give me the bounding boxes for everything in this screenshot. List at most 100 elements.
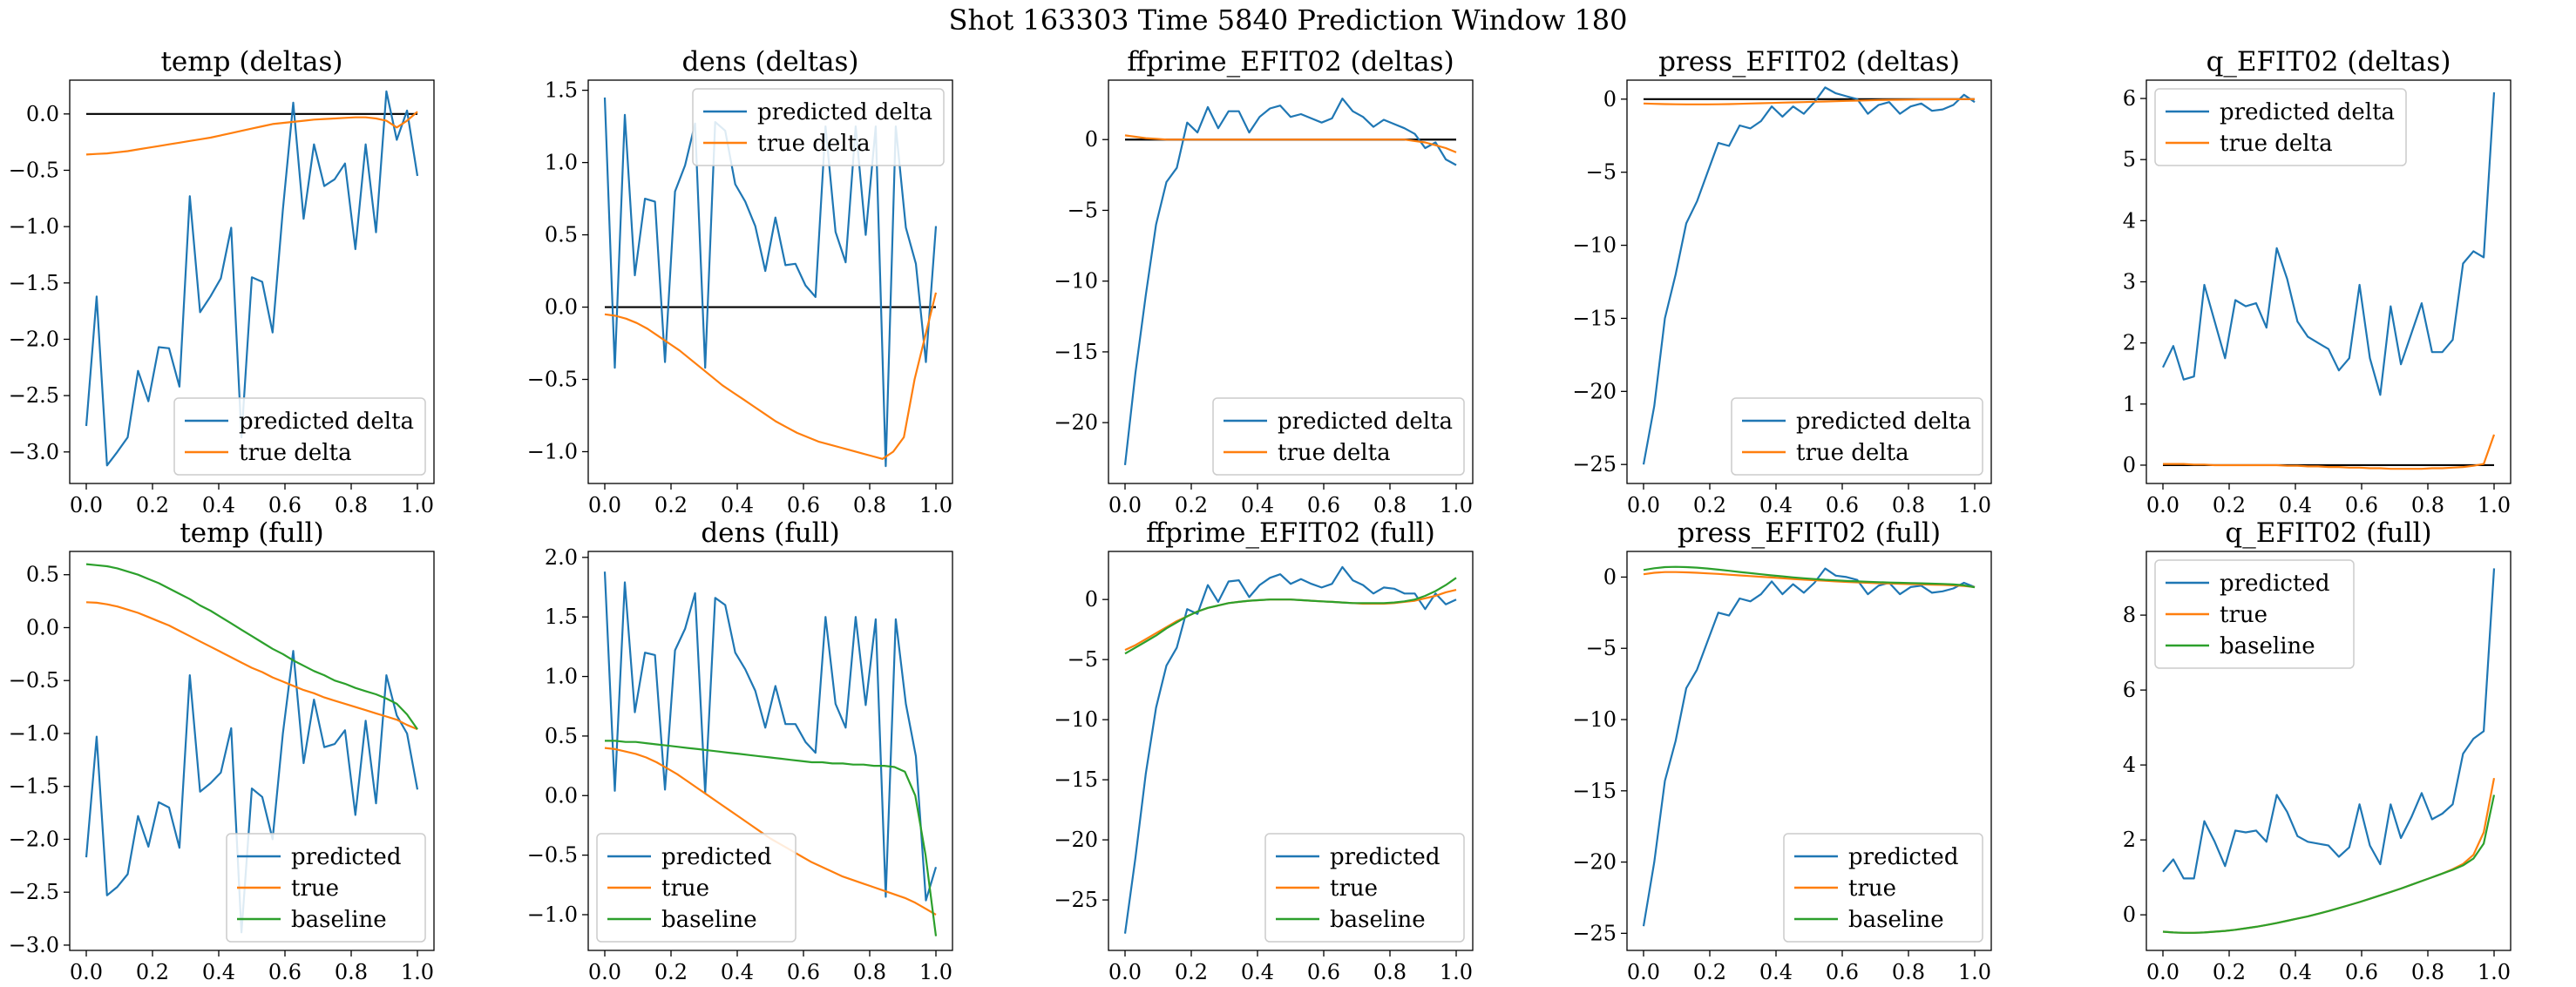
subplot-3: ffprime_EFIT02 (deltas) 0.0 0.2 0.4 0.6 0.8 1.… (1054, 46, 1474, 517)
legend-label: baseline (291, 907, 387, 933)
y-tick-label: −2.5 (9, 880, 59, 904)
y-tick-label: −10 (1572, 233, 1617, 258)
x-tick-label: 1.0 (401, 960, 434, 984)
y-tick-label: −20 (1572, 850, 1617, 875)
legend-label: true (1330, 875, 1378, 902)
x-tick-label: 0.0 (1627, 493, 1660, 517)
subplot-title: ffprime_EFIT02 (deltas) (1127, 46, 1454, 78)
figure-suptitle: Shot 163303 Time 5840 Prediction Window … (949, 3, 1628, 37)
x-tick-label: 0.6 (268, 960, 302, 984)
y-tick-label: 1 (2123, 392, 2136, 416)
subplot-title: q_EFIT02 (full) (2225, 517, 2431, 549)
y-tick-label: 1.0 (545, 665, 578, 689)
y-tick-label: 0 (2123, 453, 2136, 477)
plot-area (2162, 91, 2496, 470)
x-tick-label: 0.2 (2213, 493, 2246, 517)
x-tick-label: 0.0 (1627, 960, 1660, 984)
axes-frame (1626, 79, 1992, 484)
x-tick-label: 0.8 (853, 493, 886, 517)
x-tick-label: 0.4 (1241, 960, 1274, 984)
x-tick-label: 0.4 (1241, 493, 1274, 517)
x-tick-label: 0.2 (1693, 960, 1726, 984)
y-tick-label: −1.5 (9, 271, 59, 295)
x-tick-label: 1.0 (2478, 493, 2511, 517)
x-tick-label: 0.4 (721, 960, 754, 984)
x-tick-label: 0.6 (1826, 960, 1859, 984)
y-tick-label: 6 (2123, 86, 2136, 111)
legend-label: predicted (1330, 844, 1440, 870)
legend: predicted delta true delta (173, 397, 426, 476)
legend-label: predicted (661, 844, 771, 870)
x-tick-label: 0.2 (136, 493, 169, 517)
y-tick-label: −0.5 (9, 668, 59, 693)
x-tick-label: 0.8 (2411, 960, 2444, 984)
y-tick-label: 1.0 (545, 151, 578, 175)
legend-label: baseline (1330, 907, 1426, 933)
series-line-predicted (603, 571, 938, 902)
subplot-title: temp (full) (180, 517, 323, 549)
legend-label: predicted delta (2220, 99, 2395, 125)
x-tick-label: 1.0 (919, 493, 952, 517)
x-tick-label: 0.6 (1826, 493, 1859, 517)
series-line-baseline (605, 740, 938, 936)
legend: predicted true baseline (596, 833, 797, 943)
subplot-2: dens (deltas) 0.0 0.2 0.4 0.6 0.8 1.0 1.5 1.0 0.5… (527, 46, 953, 517)
legend: predicted delta true delta (2154, 88, 2407, 166)
legend-box (1783, 833, 1983, 943)
subplot-4: press_EFIT02 (deltas) 0.0 0.2 0.4 0.6 0.8 1.0 0… (1572, 46, 1992, 517)
y-tick-label: −15 (1572, 306, 1617, 330)
series-line-true-delta (1643, 98, 1975, 105)
legend-box (2154, 88, 2407, 166)
x-tick-label: 0.4 (721, 493, 754, 517)
y-tick-label: −10 (1054, 269, 1098, 294)
x-tick-label: 0.6 (1307, 960, 1340, 984)
x-tick-label: 0.8 (335, 960, 368, 984)
legend-label: baseline (1848, 907, 1944, 933)
x-tick-label: 0.8 (853, 960, 886, 984)
series-line-predicted (1123, 565, 1457, 934)
y-tick-label: 0 (1085, 127, 1098, 152)
legend-label: true (291, 875, 339, 902)
x-tick-label: 1.0 (401, 493, 434, 517)
x-tick-label: 1.0 (1958, 493, 1991, 517)
x-tick-label: 0.4 (202, 493, 235, 517)
x-tick-label: 0.6 (268, 493, 302, 517)
x-tick-label: 0.6 (1307, 493, 1340, 517)
series-line-predicted (85, 650, 419, 934)
y-tick-label: 0 (2123, 902, 2136, 927)
legend: predicted delta true delta (1212, 397, 1465, 476)
plot-area (1123, 565, 1457, 934)
legend-label: true delta (1278, 440, 1391, 466)
legend-box (1264, 833, 1465, 943)
axes-frame (2146, 551, 2512, 951)
y-tick-label: 2 (2123, 331, 2136, 355)
legend-label: baseline (2220, 633, 2315, 659)
y-tick-label: −2.0 (9, 327, 59, 351)
y-tick-label: 2 (2123, 828, 2136, 852)
axes-frame (587, 79, 953, 484)
legend-box (2154, 559, 2355, 669)
x-tick-label: 0.4 (1759, 960, 1793, 984)
legend: predicted delta true delta (692, 88, 945, 166)
subplot-9: press_EFIT02 (full) 0.0 0.2 0.4 0.6 0.8 1.0 0 −5… (1572, 517, 1992, 984)
legend-box (226, 833, 426, 943)
subplot-title: q_EFIT02 (deltas) (2207, 46, 2451, 78)
y-tick-label: −2.5 (9, 383, 59, 408)
axes-frame (587, 551, 953, 951)
y-tick-label: −25 (1054, 888, 1098, 912)
x-tick-label: 0.0 (2146, 960, 2179, 984)
legend: predicted delta true delta (1731, 397, 1983, 476)
x-tick-label: 0.2 (136, 960, 169, 984)
y-tick-label: −20 (1054, 828, 1098, 852)
axes-frame (1626, 551, 1992, 951)
legend-label: true (661, 875, 709, 902)
y-tick-label: −20 (1054, 410, 1098, 435)
x-tick-label: 0.4 (202, 960, 235, 984)
subplot-title: dens (full) (701, 517, 839, 549)
series-line-predicted-delta (1123, 97, 1457, 466)
y-tick-label: 0.5 (545, 724, 578, 748)
y-tick-label: −3.0 (9, 933, 59, 957)
series-line-predicted (2162, 568, 2496, 880)
x-tick-label: 0.0 (1108, 493, 1142, 517)
axes-frame (1108, 79, 1474, 484)
